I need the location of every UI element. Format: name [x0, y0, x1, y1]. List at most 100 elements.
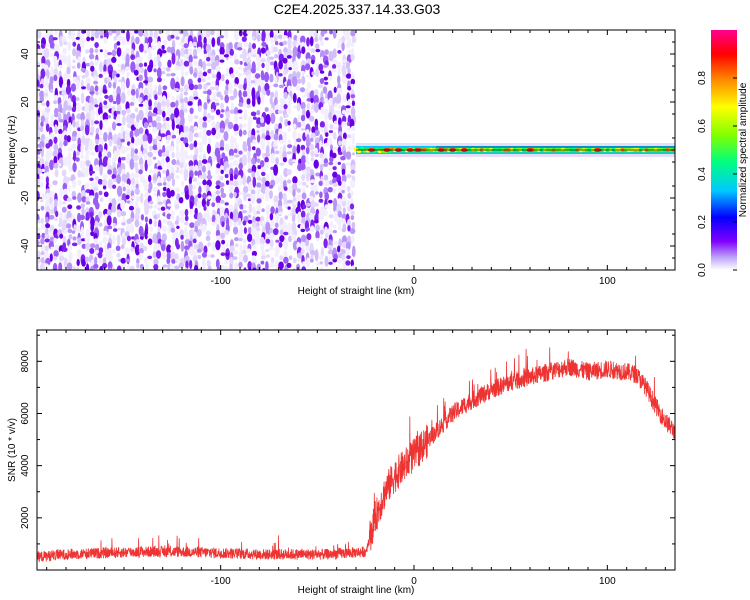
noise-blob — [306, 102, 310, 110]
noise-blob — [183, 60, 190, 67]
noise-blob — [85, 263, 90, 270]
noise-blob — [50, 246, 54, 250]
noise-blob — [201, 223, 207, 232]
noise-blob — [120, 257, 126, 264]
noise-blob — [70, 83, 77, 92]
noise-blob — [279, 146, 284, 155]
noise-blob — [329, 30, 334, 35]
noise-blob — [44, 192, 51, 202]
noise-blob — [206, 56, 211, 62]
noise-blob — [139, 87, 144, 95]
noise-blob — [255, 170, 260, 177]
noise-blob — [315, 191, 319, 195]
noise-blob — [332, 126, 339, 130]
noise-blob — [50, 114, 54, 123]
noise-blob — [171, 151, 175, 159]
noise-blob — [156, 67, 162, 79]
noise-blob — [122, 115, 126, 126]
noise-blob — [76, 150, 80, 157]
noise-blob — [85, 256, 89, 263]
noise-blob — [180, 76, 185, 87]
noise-blob — [306, 171, 310, 182]
noise-blob — [169, 263, 175, 270]
noise-blob — [266, 254, 270, 258]
noise-blob — [287, 206, 291, 210]
noise-blob — [207, 242, 211, 247]
noise-blob — [202, 116, 208, 122]
noise-blob — [156, 122, 162, 131]
noise-blob — [89, 195, 95, 199]
noise-blob — [167, 59, 172, 68]
noise-blob — [310, 157, 314, 162]
noise-blob — [107, 115, 112, 119]
noise-blob — [143, 122, 148, 129]
snr-marks — [37, 347, 675, 563]
noise-blob — [252, 244, 257, 250]
signal-cell — [359, 146, 365, 151]
noise-blob — [125, 77, 130, 89]
y-tick-label: 2000 — [20, 506, 31, 529]
noise-blob — [271, 269, 273, 270]
noise-blob — [128, 205, 135, 211]
noise-blob — [328, 167, 333, 171]
noise-blob — [153, 204, 158, 210]
noise-blob — [256, 182, 262, 189]
noise-blob — [305, 184, 309, 188]
noise-blob — [270, 112, 276, 124]
noise-blob — [89, 211, 94, 218]
noise-blob — [309, 36, 314, 47]
noise-blob — [107, 81, 112, 89]
noise-blob — [246, 248, 251, 253]
noise-blob — [332, 132, 337, 140]
chart-title: C2E4.2025.337.14.33.G03 — [274, 1, 441, 17]
noise-blob — [71, 230, 76, 234]
noise-blob — [37, 268, 39, 270]
noise-blob — [198, 185, 202, 194]
noise-blob — [300, 144, 306, 151]
noise-blob — [62, 55, 68, 64]
noise-blob — [138, 97, 143, 103]
noise-blob — [265, 221, 271, 233]
colorbar-tick-label: 0.4 — [697, 167, 708, 181]
noise-blob — [338, 140, 342, 146]
noise-blob — [279, 79, 285, 84]
noise-blob — [251, 164, 257, 174]
noise-blob — [138, 248, 144, 254]
noise-blob — [269, 213, 274, 221]
noise-blob — [193, 243, 199, 250]
noise-blob — [234, 243, 239, 248]
noise-blob — [130, 89, 136, 96]
noise-blob — [275, 222, 279, 228]
noise-blob — [148, 122, 153, 127]
noise-blob — [80, 154, 85, 159]
noise-blob — [95, 91, 99, 96]
x-tick-label: 100 — [599, 576, 616, 587]
noise-blob — [183, 43, 189, 49]
noise-blob — [275, 175, 279, 185]
noise-blob — [153, 84, 158, 91]
noise-blob — [293, 34, 298, 42]
noise-blob — [342, 94, 347, 103]
noise-blob — [95, 138, 100, 145]
y-tick-label: 6000 — [20, 402, 31, 425]
noise-blob — [279, 229, 284, 236]
noise-blob — [323, 30, 328, 34]
noise-blob — [39, 175, 44, 181]
noise-blob — [44, 53, 50, 58]
noise-blob — [40, 244, 46, 252]
noise-blob — [147, 187, 152, 194]
noise-blob — [112, 121, 116, 131]
noise-blob — [342, 207, 346, 214]
noise-blob — [174, 220, 179, 225]
noise-blob — [324, 255, 329, 267]
noise-blob — [292, 40, 297, 48]
noise-blob — [309, 115, 315, 122]
noise-blob — [90, 223, 95, 232]
noise-blob — [194, 207, 198, 216]
noise-blob — [102, 179, 108, 187]
noise-blob — [264, 152, 271, 158]
noise-blob — [172, 239, 176, 245]
noise-blob — [343, 150, 347, 158]
noise-blob — [193, 140, 198, 148]
noise-blob — [234, 59, 240, 65]
